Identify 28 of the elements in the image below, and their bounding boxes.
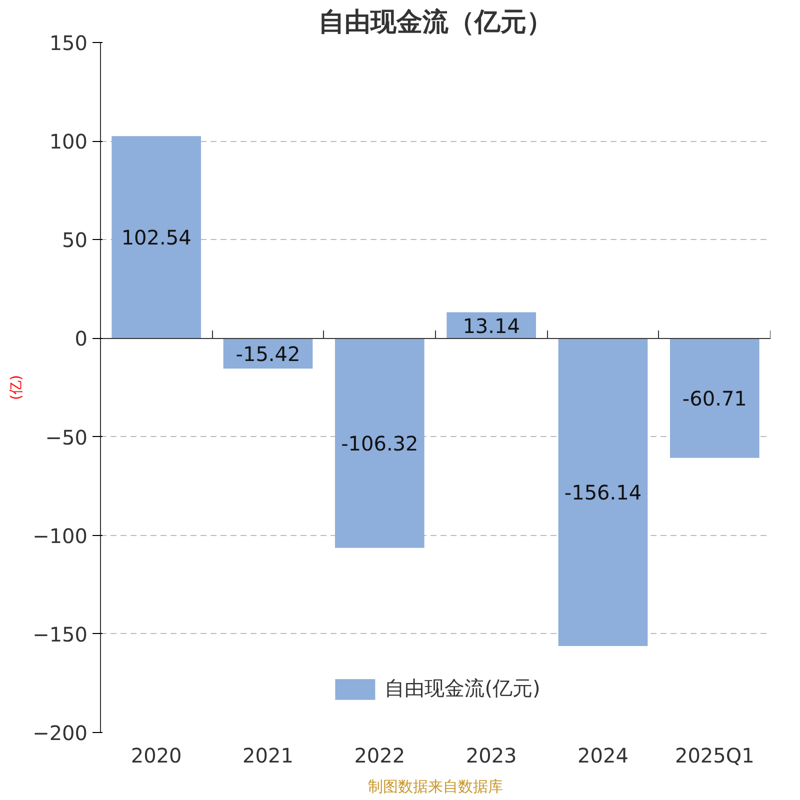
x-tick-label: 2025Q1 [674, 744, 754, 768]
data-label: 102.54 [121, 226, 192, 250]
data-label: 13.14 [462, 314, 520, 338]
x-tick-label: 2020 [130, 744, 182, 768]
y-tick-label: −200 [32, 721, 88, 745]
bar [670, 338, 760, 458]
x-tick-label: 2023 [466, 744, 517, 768]
y-tick-label: 50 [62, 228, 88, 252]
data-label: -156.14 [564, 480, 642, 505]
x-tick-label: 2022 [354, 744, 406, 768]
y-tick-label: −100 [32, 524, 88, 548]
chart-title: 自由现金流（亿元） [318, 8, 552, 38]
y-tick-label: −50 [45, 425, 88, 450]
bar [112, 136, 201, 338]
y-tick-label: 150 [49, 31, 88, 55]
x-tick-label: 2024 [578, 744, 628, 768]
legend-label: 自由现金流(亿元) [384, 675, 540, 702]
y-tick-label: 0 [74, 326, 88, 351]
data-label: -15.42 [236, 342, 300, 366]
y-tick-label: −150 [32, 622, 88, 646]
bar [335, 338, 424, 548]
data-label: -60.71 [682, 386, 747, 411]
x-tick-label: 2021 [242, 744, 294, 768]
text: 制图数据来自数据库 [368, 778, 503, 796]
data-label: -106.32 [341, 432, 418, 456]
bar [558, 338, 648, 646]
y-axis-title: (亿) [8, 375, 25, 400]
y-tick-label: 100 [49, 130, 88, 154]
